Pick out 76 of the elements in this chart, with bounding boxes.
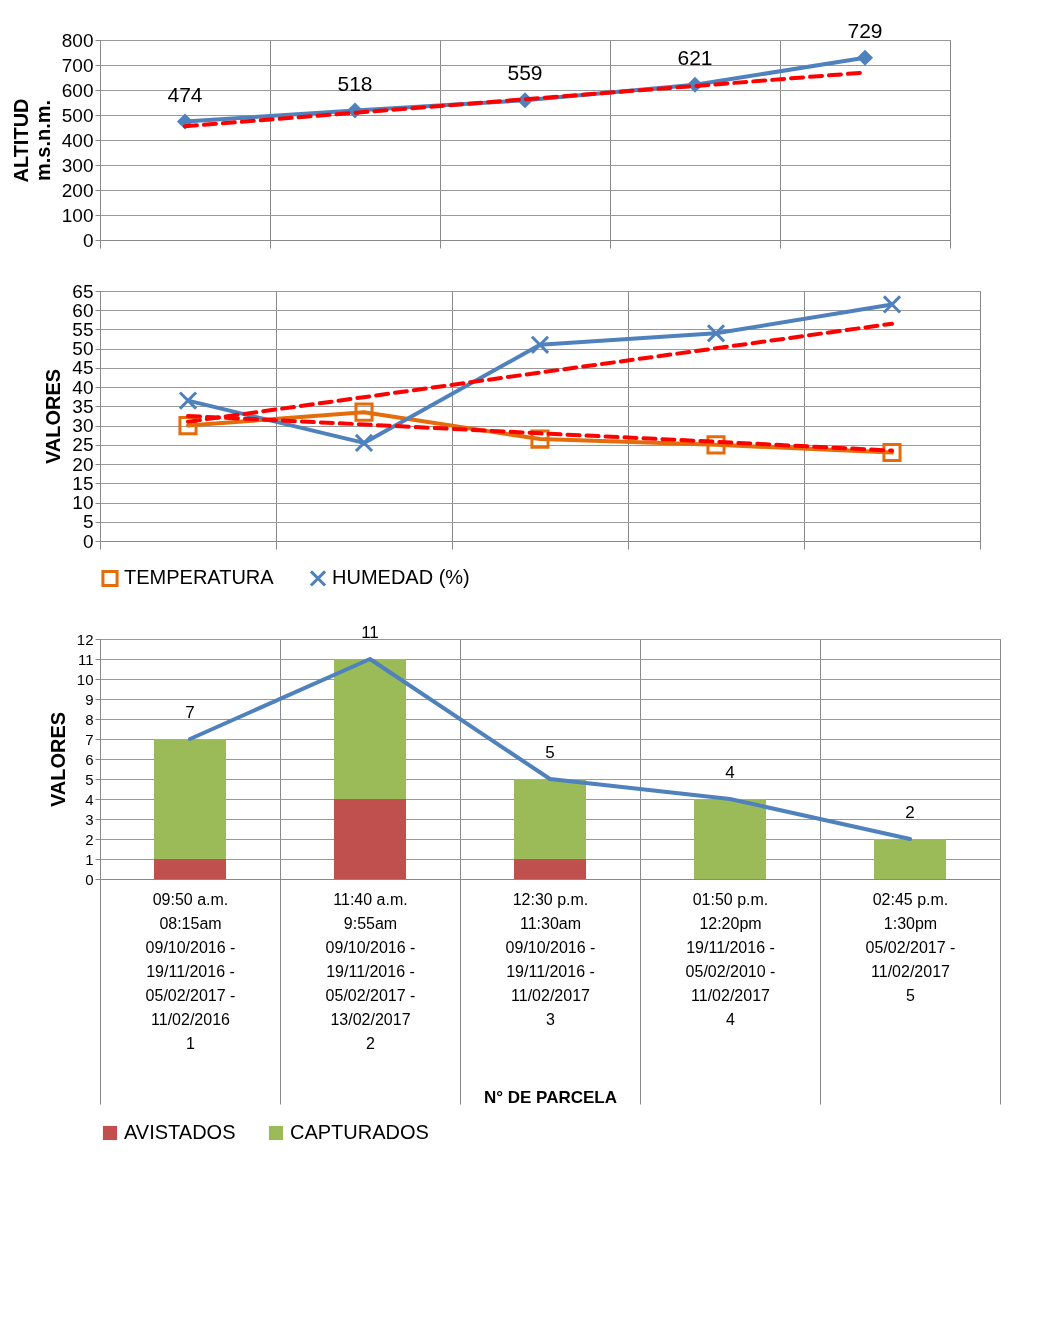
point (354, 433, 374, 453)
y-tick-label: 800 (61, 29, 94, 51)
y-tick-label: 50 (72, 338, 94, 360)
bar (694, 799, 766, 879)
y-tick-label: 700 (61, 54, 94, 76)
x-tick-label: 09:50 a.m. 08:15am 09/10/2016 - 19/11/2016 - 05/02/2017 - 11/02/2016 1 (145, 890, 236, 1052)
y-tick-label: 10 (72, 492, 94, 514)
y-tick-label: 400 (61, 129, 94, 151)
y-axis-title: VALORES (42, 368, 65, 465)
y-axis-title: ALTITUD m.s.n.m. (9, 98, 54, 183)
x-tick-label: 11:40 a.m. 9:55am 09/10/2016 - 19/11/2016 - 05/02/2017 - 13/02/2017 2 (325, 890, 416, 1052)
y-tick-label: 6 (85, 750, 94, 768)
x-tick-label: 02:45 p.m. 1:30pm 05/02/2017 - 11/02/2017 5 (865, 890, 956, 1004)
point (530, 335, 550, 355)
y-tick-label: 7 (85, 730, 94, 748)
point (856, 49, 874, 66)
y-tick-label: 65 (72, 280, 94, 302)
y-axis-title: VALORES (46, 711, 69, 808)
data-label: 518 (337, 71, 373, 95)
data-label: 5 (545, 743, 555, 762)
bar (154, 739, 226, 859)
y-tick-label: 600 (61, 79, 94, 101)
bar (334, 799, 406, 879)
y-tick-label: 500 (61, 104, 94, 126)
data-label: 7 (185, 703, 195, 722)
data-label: 559 (507, 61, 543, 85)
y-tick-label: 11 (77, 650, 94, 668)
point (354, 402, 374, 422)
bar (514, 859, 586, 879)
y-tick-label: 40 (72, 376, 94, 398)
y-tick-label: 30 (72, 415, 94, 437)
y-tick-label: 300 (61, 154, 94, 176)
y-tick-label: 10 (76, 670, 94, 688)
data-label: 621 (677, 45, 713, 69)
y-tick-label: 200 (61, 179, 94, 201)
legend-label: HUMEDAD (%) (332, 566, 470, 589)
data-label: 2 (905, 803, 915, 822)
legend-label: TEMPERATURA (124, 566, 275, 589)
y-tick-label: 25 (72, 434, 94, 456)
y-tick-label: 5 (85, 770, 94, 788)
y-tick-label: 3 (85, 810, 94, 828)
point (882, 294, 902, 315)
bar (154, 859, 226, 879)
data-label: 474 (167, 82, 203, 106)
data-label: 4 (725, 763, 735, 782)
y-tick-label: 5 (82, 511, 94, 533)
bar (874, 839, 946, 879)
y-tick-label: 45 (72, 357, 94, 379)
y-tick-label: 15 (72, 472, 94, 494)
y-tick-label: 1 (85, 850, 94, 868)
x-tick-label: 12:30 p.m. 11:30am 09/10/2016 - 19/11/2016 - 11/02/2017 3 (505, 890, 596, 1028)
y-tick-label: 35 (72, 395, 94, 417)
y-tick-label: 55 (72, 318, 94, 340)
point (178, 391, 198, 411)
point (882, 442, 902, 463)
point (706, 323, 726, 343)
line-series (188, 657, 912, 841)
data-label: 729 (847, 18, 883, 42)
y-tick-label: 100 (61, 204, 94, 226)
bar (514, 779, 586, 859)
y-tick-label: 2 (85, 830, 94, 848)
y-tick-label: 20 (72, 453, 94, 475)
legend-label: AVISTADOS (124, 1121, 236, 1143)
x-axis-title: N° DE PARCELA (483, 1087, 618, 1107)
data-label: 11 (361, 623, 379, 642)
y-tick-label: 0 (82, 530, 94, 552)
legend-label: CAPTURADOS (290, 1121, 429, 1143)
y-tick-label: 12 (76, 630, 94, 648)
y-tick-label: 0 (82, 229, 94, 251)
y-tick-label: 4 (85, 790, 94, 808)
y-tick-label: 0 (85, 870, 94, 888)
x-tick-label: 01:50 p.m. 12:20pm 19/11/2016 - 05/02/2010 - 11/02/2017 4 (685, 890, 776, 1028)
y-tick-label: 8 (85, 710, 94, 728)
y-tick-label: 60 (72, 299, 94, 321)
bar (334, 659, 406, 799)
y-tick-label: 9 (85, 690, 94, 708)
